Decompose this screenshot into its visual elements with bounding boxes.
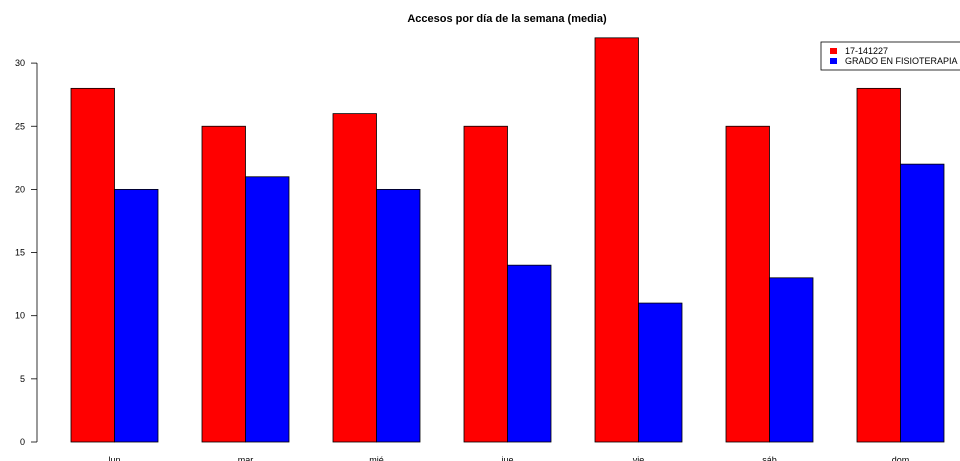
x-tick-label: mié bbox=[369, 455, 384, 461]
bar-series1-4 bbox=[594, 37, 639, 443]
y-tick-label: 25 bbox=[15, 121, 25, 131]
bar-series1-0 bbox=[70, 87, 115, 443]
x-tick-label: sáb bbox=[762, 455, 777, 461]
bar-series1-1 bbox=[201, 125, 246, 443]
bar-series2-1 bbox=[245, 176, 290, 443]
x-tick-label: lun bbox=[108, 455, 120, 461]
x-tick-label: jue bbox=[500, 455, 513, 461]
x-axis-labels: lun mar mié jue vie sáb dom bbox=[108, 455, 909, 461]
chart-title: Accesos por día de la semana (media) bbox=[407, 13, 607, 25]
bar-series1-3 bbox=[463, 125, 508, 443]
bar-series2-3 bbox=[507, 264, 552, 443]
legend-swatch bbox=[830, 48, 837, 54]
legend-swatch bbox=[830, 58, 837, 64]
bars bbox=[70, 37, 945, 443]
bar-series2-5 bbox=[769, 277, 814, 443]
x-tick-label: mar bbox=[238, 455, 254, 461]
y-tick-label: 20 bbox=[15, 184, 25, 194]
legend-label: 17-141227 bbox=[845, 46, 888, 56]
y-axis: 0 5 10 15 20 25 30 bbox=[15, 58, 38, 447]
y-tick-label: 5 bbox=[20, 374, 25, 384]
x-tick-label: vie bbox=[633, 455, 645, 461]
y-tick-label: 15 bbox=[15, 248, 25, 258]
y-tick-label: 30 bbox=[15, 58, 25, 68]
x-tick-label: dom bbox=[892, 455, 910, 461]
bar-series1-2 bbox=[332, 113, 377, 443]
y-tick-label: 0 bbox=[20, 437, 25, 447]
bar-series2-6 bbox=[900, 163, 945, 443]
bar-series1-5 bbox=[725, 125, 770, 443]
legend-label: GRADO EN FISIOTERAPIA bbox=[845, 56, 958, 66]
bar-series2-4 bbox=[638, 302, 683, 443]
legend-box bbox=[820, 41, 960, 71]
y-tick-label: 10 bbox=[15, 311, 25, 321]
bar-series1-6 bbox=[856, 87, 901, 443]
bar-series2-2 bbox=[376, 188, 421, 443]
bar-series2-0 bbox=[114, 188, 159, 443]
